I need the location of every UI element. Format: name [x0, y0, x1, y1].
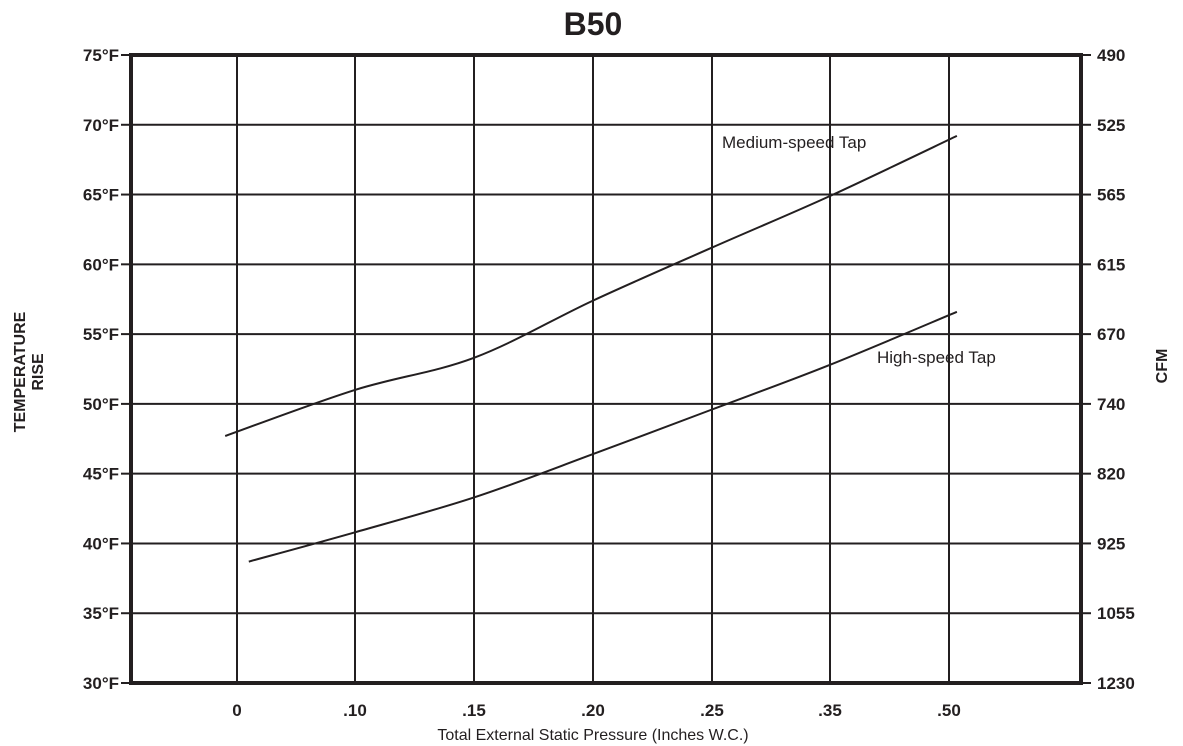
series-label-1: High-speed Tap	[877, 348, 996, 367]
y-axis-right-title: CFM	[1154, 349, 1171, 384]
y-axis-left-ticks: 75°F 70°F 65°F 60°F 55°F 50°F 45°F 40°F 35°F 30°F	[83, 46, 131, 693]
y-right-tick-label: 525	[1097, 116, 1125, 135]
x-tick-label: .10	[343, 701, 367, 720]
y-left-tick-label: 60°F	[83, 255, 119, 274]
y-left-tick-label: 70°F	[83, 116, 119, 135]
y-left-tick-label: 55°F	[83, 325, 119, 344]
y-left-tick-label: 65°F	[83, 186, 119, 205]
x-tick-label: .25	[700, 701, 724, 720]
y-right-tick-label: 490	[1097, 46, 1125, 65]
series-line-0	[224, 134, 958, 437]
y-right-tick-label: 615	[1097, 255, 1125, 274]
grid	[131, 55, 1081, 683]
y-left-tick-label: 30°F	[83, 674, 119, 693]
y-axis-right-ticks: 490 525 565 615 670 740 820 925 1055 1230	[1081, 46, 1135, 693]
y-right-tick-label: 925	[1097, 534, 1125, 553]
y-right-tick-label: 1230	[1097, 674, 1135, 693]
series-lines	[224, 134, 958, 563]
y-right-tick-label: 740	[1097, 395, 1125, 414]
y-right-tick-label: 820	[1097, 465, 1125, 484]
y-left-tick-label: 50°F	[83, 395, 119, 414]
plot-frame	[129, 53, 1083, 685]
y-right-tick-label: 670	[1097, 325, 1125, 344]
chart-title: B50	[564, 6, 623, 42]
x-tick-label: .50	[937, 701, 961, 720]
series-label-0: Medium-speed Tap	[722, 133, 866, 152]
x-tick-label: .15	[462, 701, 486, 720]
y-axis-left-title-line1: TEMPERATURE	[12, 311, 29, 432]
x-axis-ticks: 0 .10 .15 .20 .25 .35 .50	[232, 701, 961, 720]
y-left-tick-label: 75°F	[83, 46, 119, 65]
series-line-1	[248, 310, 958, 563]
x-tick-label: .35	[818, 701, 842, 720]
x-axis-title: Total External Static Pressure (Inches W…	[437, 727, 748, 744]
x-tick-label: .20	[581, 701, 605, 720]
y-right-tick-label: 565	[1097, 186, 1125, 205]
series-annotations: Medium-speed Tap High-speed Tap	[722, 133, 996, 367]
y-left-tick-label: 35°F	[83, 604, 119, 623]
x-tick-label: 0	[232, 701, 241, 720]
y-left-tick-label: 45°F	[83, 465, 119, 484]
y-right-tick-label: 1055	[1097, 604, 1135, 623]
y-axis-left-title-line2: RISE	[30, 353, 47, 391]
y-left-tick-label: 40°F	[83, 534, 119, 553]
